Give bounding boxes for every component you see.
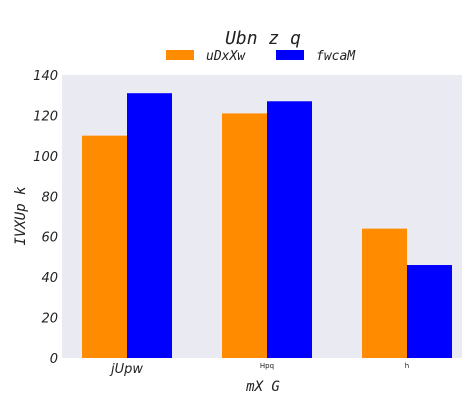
x-tick-label: Hpq — [260, 362, 274, 370]
bar-fwcaM-Hpq — [267, 101, 312, 359]
y-axis-ticks: 0 20 40 60 80 100 120 140 — [33, 69, 58, 367]
legend-swatch — [166, 50, 194, 60]
legend-label: uDxXw — [206, 49, 246, 64]
y-axis-label: IVXUp k — [13, 186, 29, 246]
bar-uDxXw-jUpw — [82, 135, 127, 358]
y-tick-label: 100 — [33, 150, 58, 165]
bar-uDxXw-Hpq — [222, 113, 267, 359]
bars-group — [82, 93, 452, 359]
y-tick-label: 140 — [33, 69, 58, 84]
x-tick-label: h — [405, 362, 409, 370]
bar-fwcaM-jUpw — [127, 93, 172, 358]
x-tick-label: jUpw — [109, 362, 143, 377]
x-axis-ticks: jUpw Hpq h — [109, 362, 409, 377]
legend: uDxXw fwcaM — [166, 49, 356, 64]
legend-swatch — [276, 50, 304, 60]
x-axis-label: mX G — [245, 379, 280, 395]
y-tick-label: 0 — [50, 352, 58, 367]
y-tick-label: 40 — [41, 271, 58, 286]
y-tick-label: 60 — [41, 231, 58, 246]
bar-uDxXw-h — [362, 228, 407, 358]
bar-fwcaM-h — [407, 265, 452, 358]
chart-title: Ubn z q — [225, 28, 301, 49]
legend-label: fwcaM — [316, 49, 356, 64]
y-tick-label: 80 — [41, 190, 58, 205]
y-tick-label: 20 — [41, 312, 58, 327]
y-tick-label: 120 — [33, 109, 58, 124]
